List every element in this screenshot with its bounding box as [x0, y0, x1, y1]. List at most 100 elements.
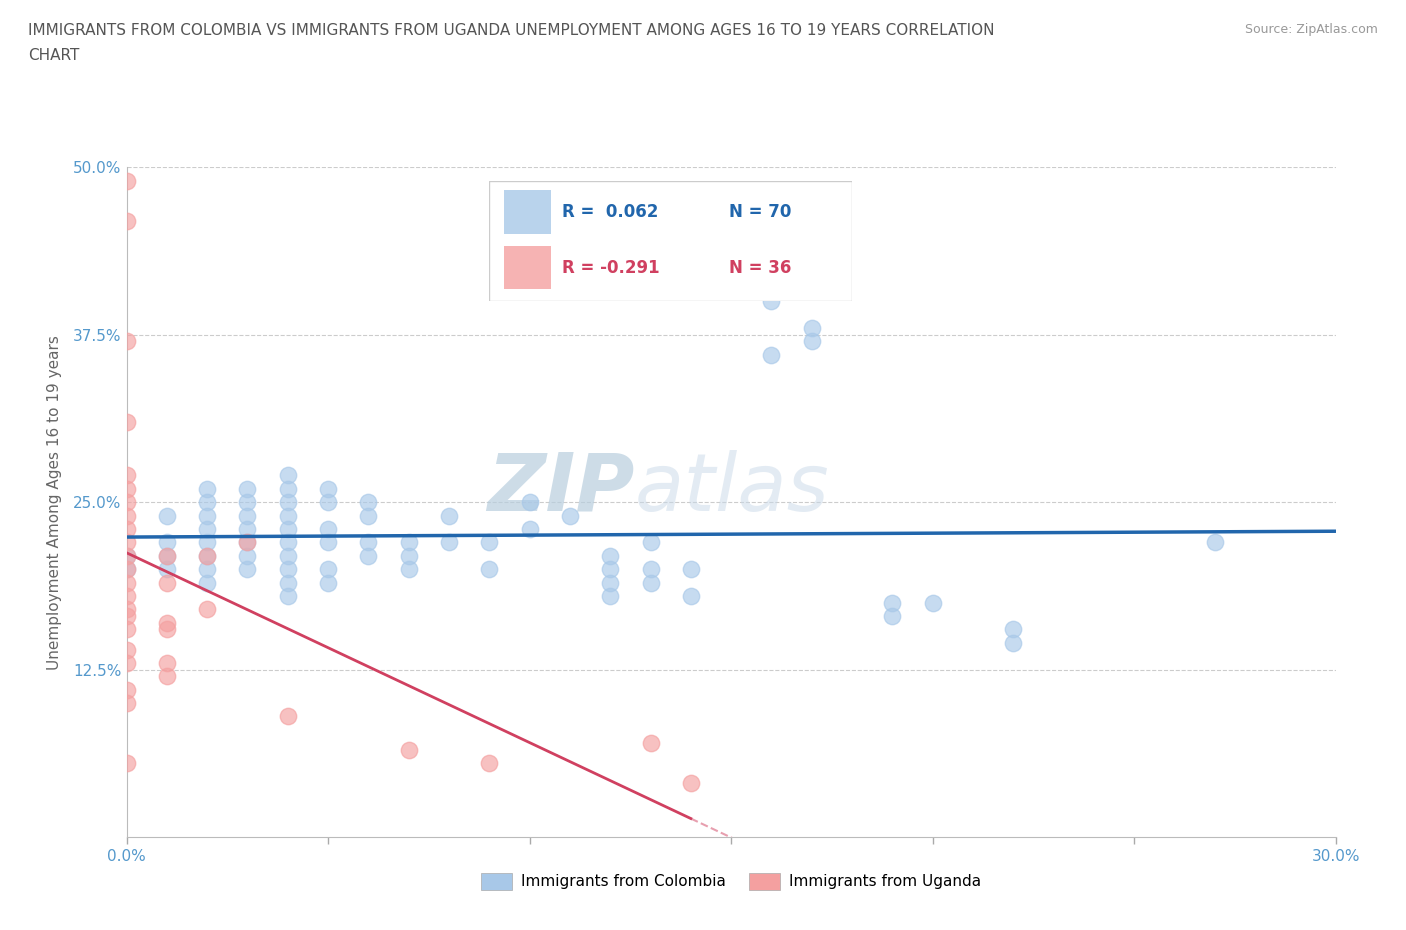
- Point: [195, 522, 218, 537]
- Point: [478, 535, 501, 550]
- Point: [437, 535, 460, 550]
- Point: [882, 608, 904, 623]
- Point: [236, 482, 259, 497]
- Point: [640, 575, 662, 590]
- Point: [195, 549, 218, 564]
- Point: [115, 495, 138, 510]
- Point: [115, 522, 138, 537]
- Point: [800, 321, 823, 336]
- Point: [277, 495, 299, 510]
- Point: [357, 508, 380, 523]
- Point: [679, 562, 702, 577]
- Text: Source: ZipAtlas.com: Source: ZipAtlas.com: [1244, 23, 1378, 36]
- Point: [115, 622, 138, 637]
- Point: [398, 742, 420, 757]
- FancyBboxPatch shape: [489, 180, 852, 301]
- Text: ZIP: ZIP: [486, 450, 634, 528]
- Point: [115, 683, 138, 698]
- Text: R =  0.062: R = 0.062: [562, 203, 658, 221]
- Point: [156, 575, 179, 590]
- Point: [115, 562, 138, 577]
- Point: [115, 214, 138, 229]
- Point: [195, 549, 218, 564]
- Point: [115, 656, 138, 671]
- Point: [398, 549, 420, 564]
- Point: [640, 562, 662, 577]
- Point: [277, 575, 299, 590]
- Point: [519, 522, 541, 537]
- Point: [316, 575, 339, 590]
- Text: atlas: atlas: [634, 450, 830, 528]
- Point: [316, 535, 339, 550]
- Point: [599, 549, 621, 564]
- Point: [316, 562, 339, 577]
- Point: [115, 549, 138, 564]
- Point: [679, 776, 702, 790]
- Point: [195, 508, 218, 523]
- Point: [1204, 535, 1226, 550]
- Point: [679, 589, 702, 604]
- Point: [115, 642, 138, 657]
- Point: [115, 562, 138, 577]
- Point: [599, 589, 621, 604]
- Text: N = 36: N = 36: [728, 259, 792, 276]
- Point: [156, 622, 179, 637]
- Point: [478, 756, 501, 771]
- Point: [921, 595, 943, 610]
- Point: [195, 482, 218, 497]
- Point: [115, 535, 138, 550]
- Point: [156, 508, 179, 523]
- Point: [316, 482, 339, 497]
- Point: [156, 562, 179, 577]
- Point: [599, 575, 621, 590]
- Point: [277, 468, 299, 483]
- Point: [882, 595, 904, 610]
- Point: [236, 495, 259, 510]
- Point: [195, 495, 218, 510]
- Text: IMMIGRANTS FROM COLOMBIA VS IMMIGRANTS FROM UGANDA UNEMPLOYMENT AMONG AGES 16 TO: IMMIGRANTS FROM COLOMBIA VS IMMIGRANTS F…: [28, 23, 994, 38]
- Point: [195, 535, 218, 550]
- Point: [195, 602, 218, 617]
- Legend: Immigrants from Colombia, Immigrants from Uganda: Immigrants from Colombia, Immigrants fro…: [475, 867, 987, 897]
- Point: [357, 535, 380, 550]
- Point: [277, 482, 299, 497]
- Point: [357, 549, 380, 564]
- Point: [156, 535, 179, 550]
- Point: [115, 589, 138, 604]
- Text: N = 70: N = 70: [728, 203, 792, 221]
- FancyBboxPatch shape: [503, 191, 551, 233]
- Point: [236, 549, 259, 564]
- Point: [115, 602, 138, 617]
- Point: [277, 549, 299, 564]
- Point: [398, 535, 420, 550]
- Point: [640, 535, 662, 550]
- Point: [115, 334, 138, 349]
- Point: [316, 522, 339, 537]
- Point: [398, 562, 420, 577]
- Point: [156, 549, 179, 564]
- Point: [156, 549, 179, 564]
- Point: [195, 562, 218, 577]
- Point: [1002, 622, 1025, 637]
- Point: [236, 535, 259, 550]
- Point: [115, 482, 138, 497]
- Point: [640, 736, 662, 751]
- Point: [277, 522, 299, 537]
- Point: [1002, 635, 1025, 650]
- Point: [115, 549, 138, 564]
- Point: [761, 348, 783, 363]
- Point: [761, 294, 783, 309]
- Point: [277, 535, 299, 550]
- Point: [519, 495, 541, 510]
- Point: [156, 656, 179, 671]
- Point: [277, 709, 299, 724]
- Point: [357, 495, 380, 510]
- Point: [558, 508, 581, 523]
- Text: CHART: CHART: [28, 48, 80, 63]
- Point: [437, 508, 460, 523]
- Point: [115, 508, 138, 523]
- Point: [236, 562, 259, 577]
- Y-axis label: Unemployment Among Ages 16 to 19 years: Unemployment Among Ages 16 to 19 years: [46, 335, 62, 670]
- Point: [277, 589, 299, 604]
- Point: [316, 495, 339, 510]
